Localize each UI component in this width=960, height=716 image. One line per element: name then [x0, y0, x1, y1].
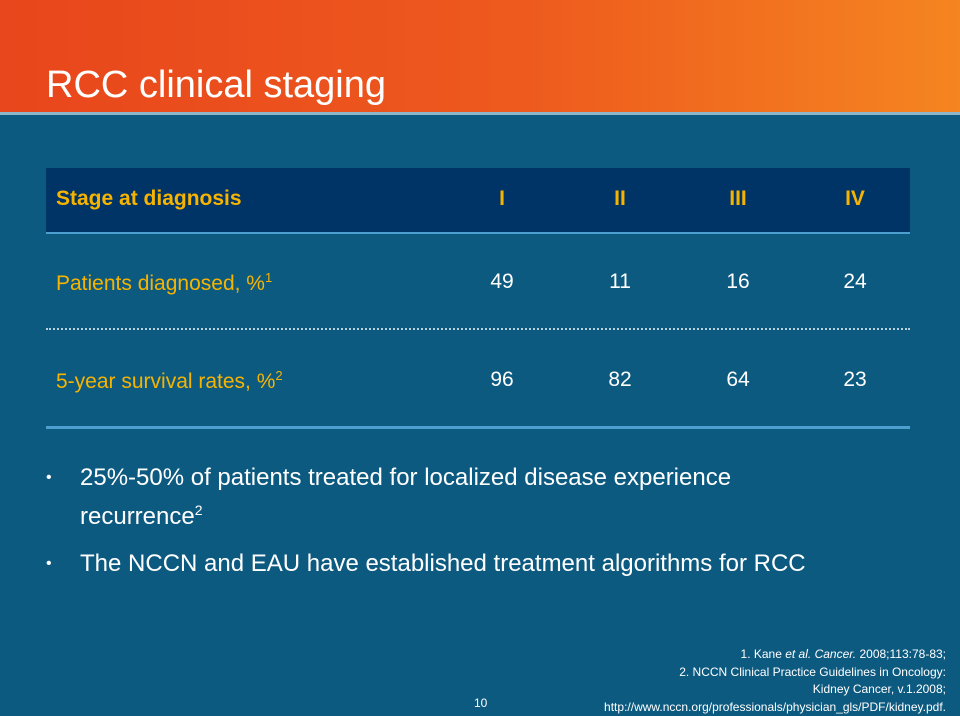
cell-stage-ii: 82 — [580, 368, 660, 392]
cell-stage-iv: 24 — [815, 270, 895, 294]
cell-stage-iii: 64 — [698, 368, 778, 392]
cell-stage-iv: 23 — [815, 368, 895, 392]
stage-header-ii: II — [580, 187, 660, 211]
bullet-text: The NCCN and EAU have established treatm… — [80, 548, 900, 580]
reference-2-line-1: 2. NCCN Clinical Practice Guidelines in … — [546, 664, 946, 682]
bullet-dot-icon: • — [46, 548, 52, 580]
page-number: 10 — [474, 696, 487, 710]
row-divider — [46, 328, 910, 330]
table-header-underline — [46, 232, 910, 234]
stage-header-i: I — [462, 187, 542, 211]
stage-header-iii: III — [698, 187, 778, 211]
cell-stage-ii: 11 — [580, 270, 660, 294]
table-bottom-rule — [46, 426, 910, 429]
table-row-survival-rates: 5-year survival rates, %2 96 82 64 23 — [46, 360, 910, 400]
cell-stage-iii: 16 — [698, 270, 778, 294]
bullet-dot-icon: • — [46, 462, 52, 494]
reference-2-line-2: Kidney Cancer, v.1.2008; — [546, 681, 946, 699]
banner-divider — [0, 112, 960, 115]
row-label: 5-year survival rates, %2 — [56, 368, 283, 394]
cell-stage-i: 49 — [462, 270, 542, 294]
reference-2-link[interactable]: http://www.nccn.org/professionals/physic… — [546, 699, 946, 716]
table-header-label: Stage at diagnosis — [56, 187, 242, 211]
row-label: Patients diagnosed, %1 — [56, 270, 272, 296]
table-row-patients-diagnosed: Patients diagnosed, %1 49 11 16 24 — [46, 262, 910, 302]
stage-header-iv: IV — [815, 187, 895, 211]
reference-1: 1. Kane et al. Cancer. 2008;113:78-83; — [546, 646, 946, 664]
bullet-text: 25%-50% of patients treated for localize… — [80, 462, 900, 533]
references: 1. Kane et al. Cancer. 2008;113:78-83; 2… — [546, 646, 946, 716]
table-header-row: Stage at diagnosis I II III IV — [46, 168, 910, 232]
slide-title: RCC clinical staging — [46, 66, 386, 104]
cell-stage-i: 96 — [462, 368, 542, 392]
